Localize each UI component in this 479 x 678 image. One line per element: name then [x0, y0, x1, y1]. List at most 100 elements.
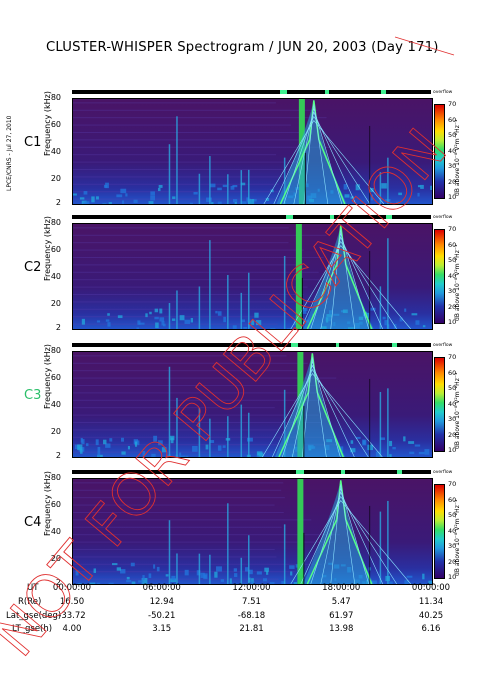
- spectrogram-cell: [217, 201, 222, 204]
- spectrogram-burst: [198, 408, 201, 457]
- spectrogram-cell: [112, 563, 118, 566]
- spectrogram-cell: [121, 451, 126, 455]
- spectrogram-harmonic-line: [310, 491, 384, 584]
- spectrogram-cell: [189, 202, 193, 204]
- spectrogram-burst: [227, 503, 229, 584]
- status-bar: [72, 215, 431, 219]
- colorbar-tick-label: 50: [448, 384, 457, 392]
- y-tick-label: 40: [50, 146, 61, 156]
- spectrogram-cell: [126, 580, 132, 583]
- spectrogram-dropout: [369, 505, 371, 584]
- spectrogram-band: [73, 124, 291, 126]
- spectrogram-cell: [343, 184, 348, 190]
- spectrogram-burst: [176, 290, 178, 329]
- spectrogram-dropout: [304, 152, 306, 204]
- spectrogram-cell: [153, 564, 156, 569]
- spectrogram-dropout: [369, 250, 371, 329]
- spectrogram-cell: [97, 451, 101, 457]
- spectrogram-cell: [81, 200, 87, 204]
- spectrogram-cell: [230, 185, 235, 190]
- status-mark: [391, 343, 397, 347]
- x-axis-value: 16.50: [59, 597, 85, 607]
- status-mark: [380, 90, 387, 94]
- spectrogram-cell: [389, 440, 393, 447]
- spectrogram-burst: [387, 500, 389, 584]
- spectrogram-cell: [240, 182, 246, 186]
- spectrogram-cell: [158, 440, 163, 446]
- spectrogram-cell: [251, 198, 257, 202]
- colorbar-tick-label: 70: [448, 225, 457, 233]
- spectrogram-cell: [286, 328, 292, 329]
- spectrogram-cell: [105, 319, 110, 322]
- spectrogram-cell: [350, 448, 356, 453]
- status-mark: [280, 90, 288, 94]
- spectrogram-arch: [274, 353, 346, 457]
- x-axis-value: 11.34: [418, 597, 444, 607]
- spectrogram-cell: [210, 202, 214, 204]
- spectrogram-cell: [246, 437, 253, 442]
- spectrogram-band: [73, 139, 313, 141]
- y-tick-label: 40: [50, 526, 61, 536]
- spectrogram-cell: [149, 311, 152, 315]
- spectrogram-band: [73, 242, 289, 244]
- spectrogram-cell: [370, 194, 374, 201]
- spectrogram-cell: [184, 319, 191, 324]
- spectrogram-plot: [72, 351, 433, 458]
- spectrogram-cell: [281, 581, 285, 584]
- spectrogram-cell: [159, 317, 165, 322]
- spectrogram-plot: [72, 98, 433, 205]
- spectrogram-svg: [73, 352, 432, 457]
- spectrogram-harmonic-line: [300, 240, 398, 329]
- spectrogram-cell: [303, 319, 310, 323]
- x-axis-value: 5.47: [331, 597, 351, 607]
- spectrogram-cell: [171, 318, 176, 321]
- spectrogram-cell: [256, 455, 260, 457]
- spectrogram-band: [73, 526, 282, 528]
- spectrogram-cell: [243, 327, 248, 329]
- spectrogram-cell: [265, 197, 270, 201]
- spectrogram-emission-line: [306, 225, 373, 329]
- x-axis-value: 6.16: [421, 624, 441, 634]
- spectrogram-cell: [117, 315, 123, 319]
- spectrogram-cell: [138, 322, 145, 325]
- spectrogram-cell: [289, 565, 295, 569]
- colorbar-tick-label: 30: [448, 415, 457, 423]
- spectrogram-cell: [232, 184, 238, 188]
- x-axis-value: 4.00: [62, 624, 82, 634]
- spectrogram-cell: [222, 445, 226, 448]
- colorbar-tick-label: 50: [448, 256, 457, 264]
- spectrogram-cell: [145, 313, 148, 318]
- spectrogram-cell: [107, 322, 111, 327]
- spectrogram-cell: [222, 184, 228, 188]
- spectrogram-cell: [130, 562, 135, 567]
- spectrogram-band: [73, 399, 334, 401]
- spectrogram-cell: [241, 319, 245, 323]
- spectrogram-cell: [210, 183, 216, 188]
- colorbar-tick-label: 50: [448, 131, 457, 139]
- spectrogram-cell: [404, 580, 409, 584]
- spectrogram-cell: [409, 451, 415, 455]
- colorbar-tick-label: 50: [448, 511, 457, 519]
- status-mark: [335, 343, 340, 347]
- spectrogram-cell: [249, 199, 255, 204]
- spectrogram-burst: [198, 173, 201, 204]
- spectrogram-cell: [120, 188, 127, 194]
- spectrogram-cell: [355, 184, 360, 191]
- spectrogram-cell: [154, 308, 159, 313]
- spectrogram-band: [73, 563, 322, 565]
- status-bar: [72, 90, 431, 94]
- spectrogram-harmonic-line: [320, 488, 370, 584]
- spectrogram-burst: [387, 388, 389, 457]
- x-tick-label: 00:00:00: [52, 583, 92, 593]
- spectrogram-cell: [251, 319, 255, 326]
- spectrogram-burst: [248, 412, 250, 457]
- spectrogram-burst: [248, 535, 250, 584]
- spectrogram-cell: [77, 444, 83, 451]
- spectrogram-cell: [165, 574, 169, 577]
- status-mark: [325, 90, 329, 94]
- colorbar-label: dB above 10⁻⁸ V²m⁻²Hz⁻¹: [454, 244, 461, 321]
- colorbar-tick-label: 40: [448, 399, 457, 408]
- status-mark: [330, 215, 335, 219]
- spectrogram-cell: [428, 580, 432, 584]
- spectrogram-band: [73, 234, 327, 236]
